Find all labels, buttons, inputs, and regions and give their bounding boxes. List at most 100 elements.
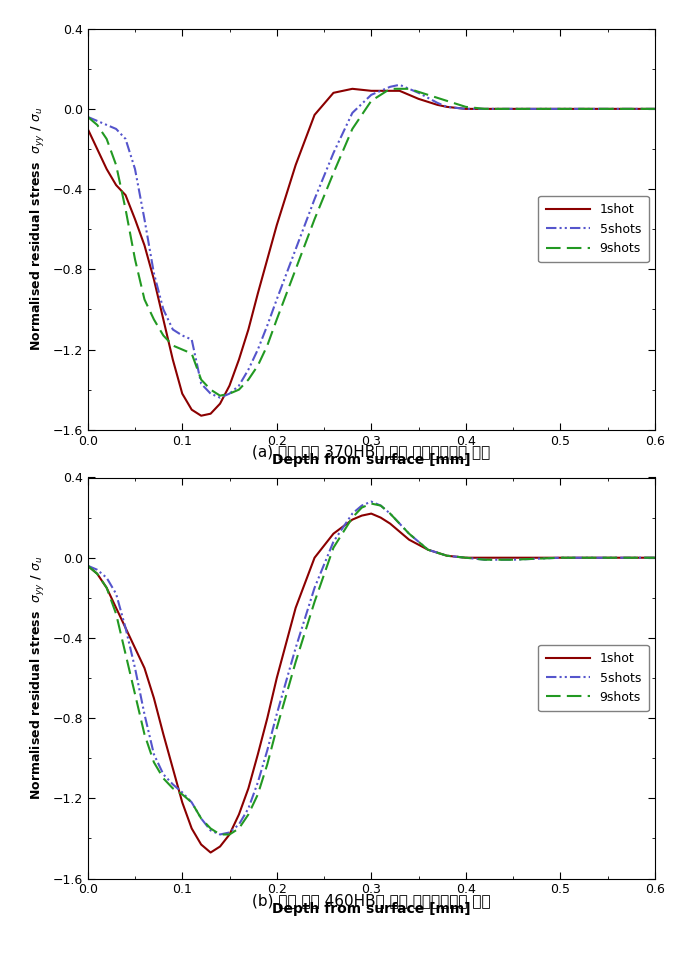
1shot xyxy=(216,398,224,410)
9shots xyxy=(197,813,205,824)
1shot xyxy=(93,143,101,155)
9shots xyxy=(310,213,319,224)
5shots xyxy=(225,388,234,399)
1shot xyxy=(273,672,281,684)
1shot xyxy=(509,103,517,115)
1shot xyxy=(84,123,92,135)
1shot xyxy=(178,796,186,808)
1shot xyxy=(273,220,281,231)
5shots xyxy=(556,103,564,115)
9shots xyxy=(329,167,338,179)
1shot xyxy=(329,87,338,98)
9shots xyxy=(292,656,300,668)
5shots xyxy=(329,536,338,547)
9shots xyxy=(169,340,177,351)
9shots xyxy=(348,512,356,523)
1shot xyxy=(509,552,517,563)
Line: 5shots: 5shots xyxy=(88,501,655,835)
9shots xyxy=(273,313,281,325)
9shots xyxy=(131,253,139,265)
1shot xyxy=(556,552,564,563)
1shot xyxy=(244,782,252,794)
9shots xyxy=(603,103,612,115)
1shot xyxy=(462,552,470,563)
1shot xyxy=(481,552,489,563)
5shots xyxy=(509,554,517,565)
1shot xyxy=(122,189,130,201)
9shots xyxy=(405,83,413,95)
Legend: 1shot, 5shots, 9shots: 1shot, 5shots, 9shots xyxy=(539,645,649,711)
1shot xyxy=(93,568,101,580)
1shot xyxy=(225,829,234,840)
1shot xyxy=(481,103,489,115)
5shots xyxy=(263,320,271,331)
9shots xyxy=(235,384,243,395)
5shots xyxy=(150,749,158,760)
9shots xyxy=(84,560,92,571)
1shot xyxy=(103,582,111,593)
9shots xyxy=(103,133,111,144)
1shot xyxy=(103,163,111,175)
1shot xyxy=(443,101,451,113)
1shot xyxy=(367,508,375,520)
9shots xyxy=(424,544,432,556)
9shots xyxy=(225,388,234,399)
1shot xyxy=(159,729,167,740)
5shots xyxy=(405,83,413,95)
5shots xyxy=(207,825,215,837)
Text: (b) 소재 경도 460HB인 경우 압축잔류응력 분포: (b) 소재 경도 460HB인 경우 압축잔류응력 분포 xyxy=(252,893,491,908)
9shots xyxy=(122,203,130,215)
5shots xyxy=(310,582,319,593)
1shot xyxy=(377,512,385,523)
1shot xyxy=(122,623,130,634)
9shots xyxy=(348,123,356,135)
5shots xyxy=(140,709,148,720)
1shot xyxy=(386,518,394,529)
5shots xyxy=(443,550,451,562)
9shots xyxy=(263,758,271,770)
5shots xyxy=(93,564,101,576)
9shots xyxy=(207,822,215,835)
5shots xyxy=(225,827,234,838)
5shots xyxy=(462,103,470,115)
5shots xyxy=(169,778,177,790)
1shot xyxy=(112,180,120,191)
5shots xyxy=(93,116,101,127)
1shot xyxy=(651,552,659,563)
9shots xyxy=(207,384,215,395)
5shots xyxy=(433,97,441,109)
1shot xyxy=(396,85,404,96)
1shot xyxy=(348,83,356,95)
9shots xyxy=(216,829,224,840)
1shot xyxy=(140,663,148,674)
9shots xyxy=(603,552,612,563)
9shots xyxy=(93,568,101,580)
1shot xyxy=(207,408,215,419)
1shot xyxy=(651,103,659,115)
Text: (a) 소재 경도 370HB인 경우 압축잔류응력 분포: (a) 소재 경도 370HB인 경우 압축잔류응력 분포 xyxy=(252,444,490,459)
9shots xyxy=(93,119,101,131)
5shots xyxy=(651,103,659,115)
5shots xyxy=(603,103,612,115)
9shots xyxy=(140,294,148,306)
1shot xyxy=(235,353,243,365)
9shots xyxy=(462,101,470,113)
5shots xyxy=(112,123,120,135)
5shots xyxy=(405,528,413,540)
9shots xyxy=(169,782,177,794)
5shots xyxy=(452,102,460,114)
5shots xyxy=(131,663,139,674)
9shots xyxy=(367,498,375,509)
5shots xyxy=(348,508,356,520)
9shots xyxy=(131,689,139,700)
9shots xyxy=(386,83,394,95)
9shots xyxy=(140,729,148,740)
9shots xyxy=(358,502,366,514)
1shot xyxy=(358,510,366,521)
5shots xyxy=(556,552,564,563)
1shot xyxy=(329,528,338,540)
5shots xyxy=(103,119,111,131)
5shots xyxy=(443,101,451,113)
1shot xyxy=(131,213,139,224)
5shots xyxy=(292,244,300,255)
